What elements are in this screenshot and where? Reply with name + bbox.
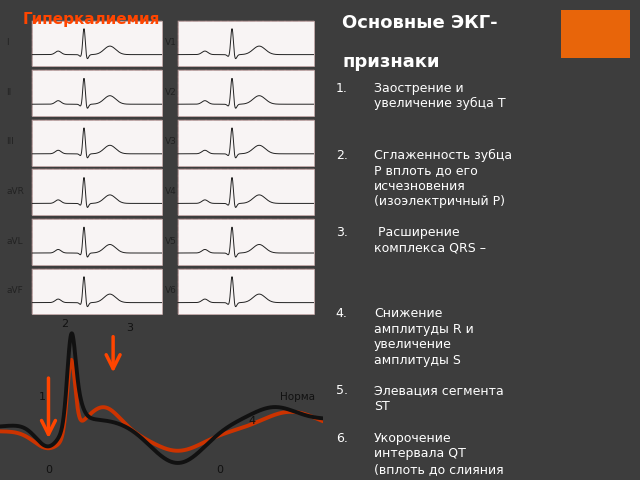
Text: 3: 3 [126,324,132,334]
Text: V1: V1 [165,38,177,48]
Text: V6: V6 [165,286,177,295]
Text: Расширение
комплекса QRS –: Расширение комплекса QRS – [374,226,486,254]
FancyBboxPatch shape [561,10,630,58]
Text: 1.: 1. [336,82,348,95]
Text: V3: V3 [165,137,177,146]
FancyBboxPatch shape [32,219,161,265]
FancyBboxPatch shape [32,269,161,314]
Text: 4: 4 [248,416,255,426]
Text: 2: 2 [61,319,68,329]
Text: 6.: 6. [336,432,348,445]
Text: Гиперкалиемия: Гиперкалиемия [22,12,160,27]
Text: V5: V5 [165,237,177,246]
Text: 4.: 4. [336,307,348,320]
Text: 0: 0 [45,465,52,475]
Text: Основные ЭКГ-: Основные ЭКГ- [342,14,498,33]
FancyBboxPatch shape [178,269,314,314]
Text: III: III [6,137,14,146]
Text: I: I [6,38,9,48]
Text: V4: V4 [165,187,177,196]
Text: Норма: Норма [280,392,315,402]
Text: aVL: aVL [6,237,23,246]
FancyBboxPatch shape [32,21,161,66]
FancyBboxPatch shape [178,21,314,66]
Text: 0: 0 [216,465,223,475]
Text: 2.: 2. [336,149,348,162]
Text: 5.: 5. [336,384,348,397]
Text: aVF: aVF [6,286,23,295]
FancyBboxPatch shape [178,70,314,116]
Text: признаки: признаки [342,53,440,71]
FancyBboxPatch shape [32,169,161,215]
Text: V2: V2 [165,88,177,97]
FancyBboxPatch shape [178,120,314,166]
Text: Элевация сегмента
ST: Элевация сегмента ST [374,384,504,412]
Text: aVR: aVR [6,187,24,196]
Text: 1: 1 [38,392,45,402]
FancyBboxPatch shape [32,120,161,166]
Text: Снижение
амплитуды R и
увеличение
амплитуды S: Снижение амплитуды R и увеличение амплит… [374,307,474,367]
FancyBboxPatch shape [178,219,314,265]
Text: Заострение и
увеличение зубца Т: Заострение и увеличение зубца Т [374,82,506,110]
FancyBboxPatch shape [178,169,314,215]
Text: II: II [6,88,12,97]
Text: 3.: 3. [336,226,348,239]
FancyBboxPatch shape [32,70,161,116]
Text: Сглаженность зубца
Р вплоть до его
исчезновения
(изоэлектричный Р): Сглаженность зубца Р вплоть до его исчез… [374,149,512,208]
Text: Укорочение
интервала QT
(вплоть до слияния
комплекса QRS с
зубцом Т): Укорочение интервала QT (вплоть до слиян… [374,432,504,480]
